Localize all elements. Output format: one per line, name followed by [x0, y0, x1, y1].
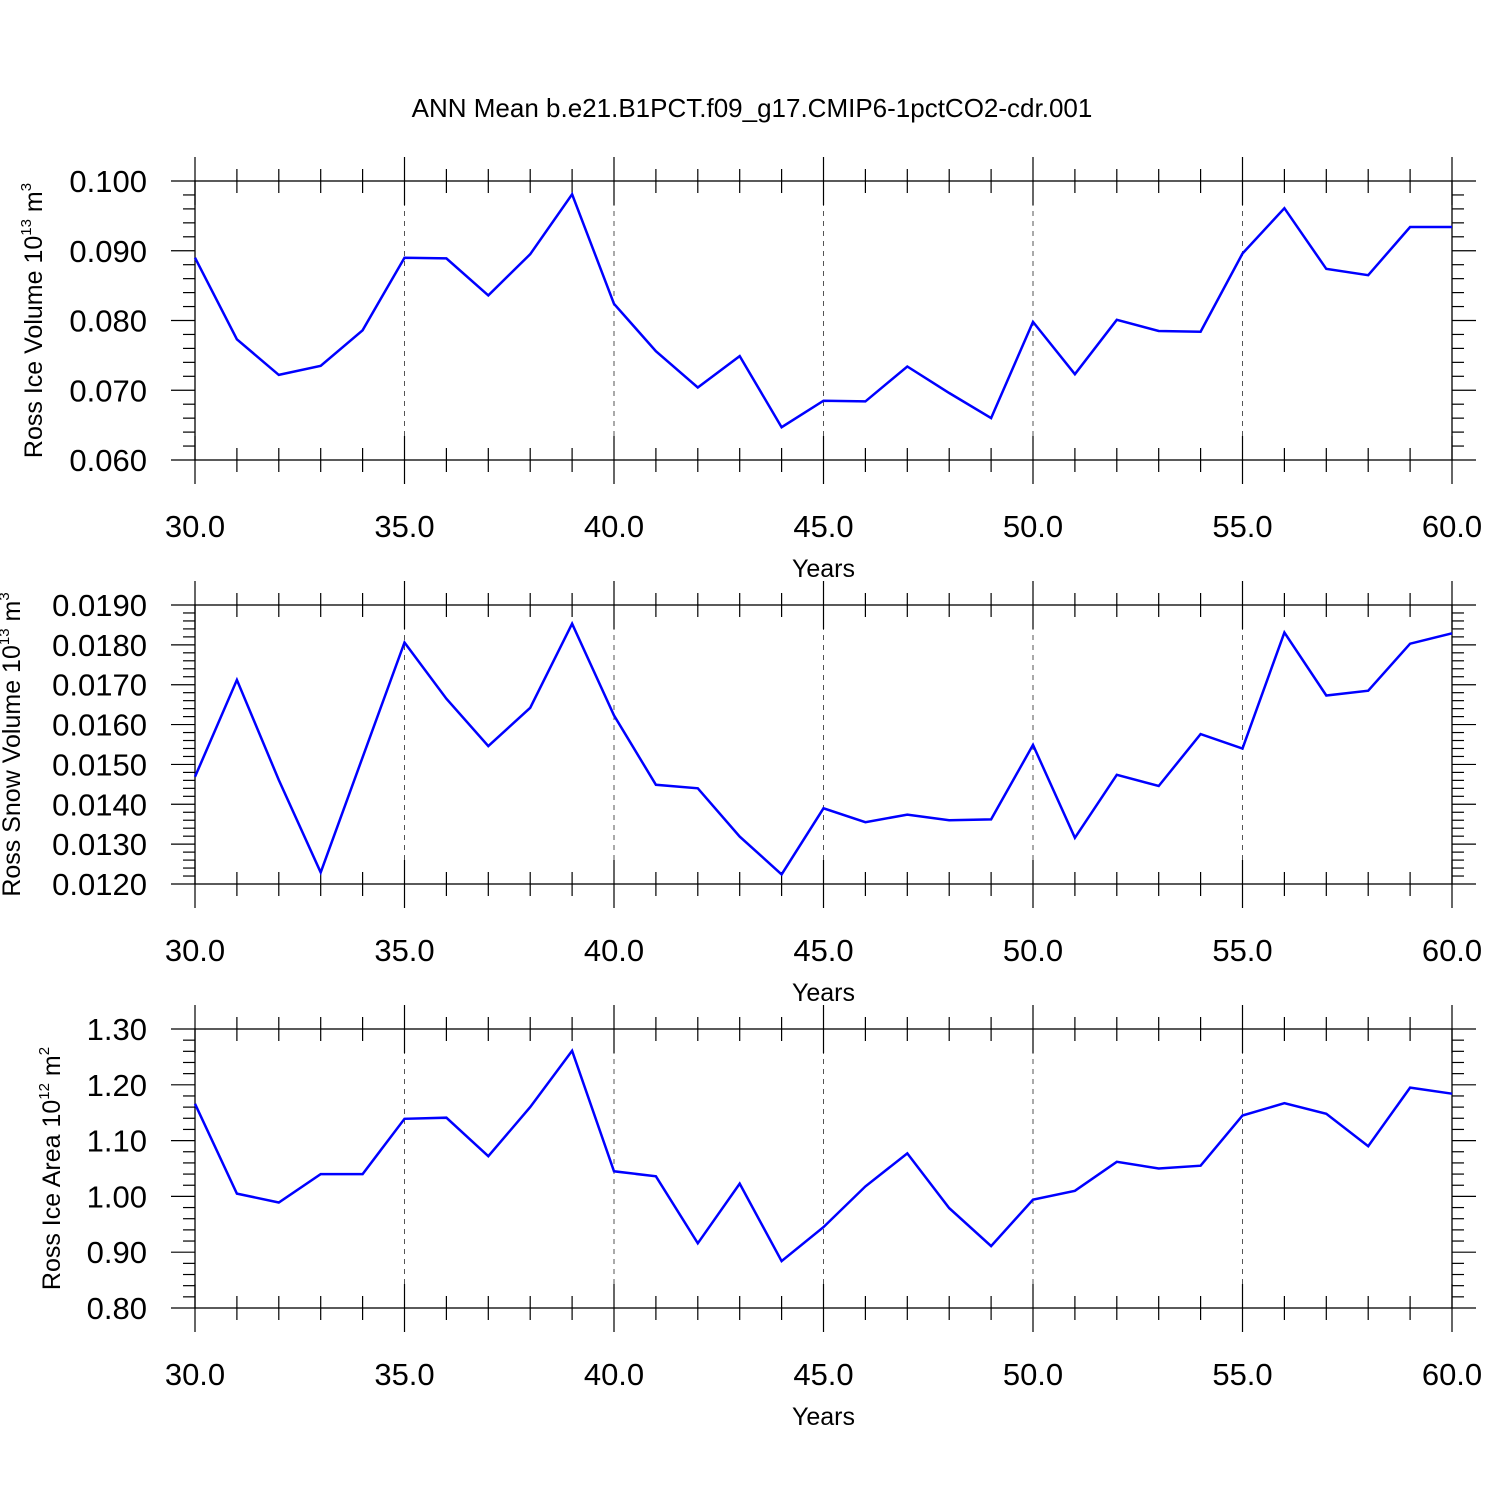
y-tick-label: 0.0160	[52, 708, 147, 743]
x-tick-label: 45.0	[793, 509, 853, 544]
y-tick-label: 0.090	[69, 234, 147, 269]
y-tick-label: 1.30	[87, 1012, 147, 1047]
x-tick-label: 60.0	[1422, 1357, 1482, 1392]
x-tick-label: 30.0	[165, 933, 225, 968]
x-tick-label: 35.0	[374, 933, 434, 968]
y-axis-title-text: Ross Snow Volume 10	[0, 645, 26, 897]
y-axis-title-exponent: 13	[18, 219, 35, 236]
x-tick-label: 35.0	[374, 509, 434, 544]
x-tick-label: 30.0	[165, 509, 225, 544]
series-line	[193, 1048, 1453, 1264]
y-tick-label: 1.00	[87, 1179, 147, 1214]
y-axis-title-text: Ross Ice Volume 10	[20, 236, 48, 458]
y-axis-title-unit: m	[20, 191, 48, 219]
x-tick-label: 40.0	[584, 509, 644, 544]
x-tick-label: 50.0	[1003, 1357, 1063, 1392]
y-tick-label: 0.80	[87, 1291, 147, 1326]
y-tick-label: 0.0120	[52, 867, 147, 902]
panel-3: 0.80 0.90 1.00 1.10 1.20 1.30 30.0 35.0 40.0 45.0…	[36, 1005, 1482, 1431]
y-axis-title-unit: m	[0, 601, 26, 629]
y-axis-title-unit-exponent: 3	[0, 592, 13, 600]
x-tick-label: 45.0	[793, 933, 853, 968]
y-axis-title-exponent: 13	[0, 628, 13, 645]
y-tick-label: 0.080	[69, 304, 147, 339]
y-tick-label: 0.0130	[52, 827, 147, 862]
y-tick-label: 0.060	[69, 443, 147, 478]
y-axis-title-unit-exponent: 3	[18, 183, 35, 191]
x-tick-label: 35.0	[374, 1357, 434, 1392]
y-tick-label: 0.0170	[52, 668, 147, 703]
x-tick-label: 55.0	[1212, 933, 1272, 968]
y-tick-label: 0.90	[87, 1235, 147, 1270]
x-tick-label: 55.0	[1212, 1357, 1272, 1392]
y-tick-label: 0.0140	[52, 787, 147, 822]
x-tick-label: 50.0	[1003, 509, 1063, 544]
x-tick-label: 40.0	[584, 933, 644, 968]
y-axis-title: Ross Ice Volume 1013 m3	[18, 183, 48, 458]
panel-1: 0.060 0.070 0.080 0.090 0.100 30.0 35.0 40.0 45.…	[18, 157, 1482, 583]
x-axis-title: Years	[792, 1403, 855, 1431]
chart-panels: 0.060 0.070 0.080 0.090 0.100 30.0 35.0 40.0 45.…	[0, 157, 1482, 1431]
x-tick-label: 45.0	[793, 1357, 853, 1392]
x-axis-title: Years	[792, 555, 855, 583]
x-tick-label: 30.0	[165, 1357, 225, 1392]
x-tick-label: 60.0	[1422, 933, 1482, 968]
chart-title: ANN Mean b.e21.B1PCT.f09_g17.CMIP6-1pctC…	[412, 93, 1093, 123]
x-tick-label: 60.0	[1422, 509, 1482, 544]
panel-2: 0.0120 0.0130 0.0140 0.0150 0.0160 0.0170 0.01…	[0, 581, 1482, 1007]
y-tick-label: 0.0180	[52, 628, 147, 663]
y-tick-label: 0.070	[69, 373, 147, 408]
x-tick-label: 50.0	[1003, 933, 1063, 968]
y-axis-title-unit: m	[38, 1055, 66, 1083]
series-line	[193, 191, 1452, 429]
series-line	[193, 620, 1453, 877]
y-tick-label: 0.0190	[52, 588, 147, 623]
y-axis-title: Ross Ice Area 1012 m2	[36, 1047, 66, 1290]
x-tick-label: 40.0	[584, 1357, 644, 1392]
y-tick-label: 0.100	[69, 164, 147, 199]
y-axis-title-unit-exponent: 2	[36, 1047, 53, 1055]
y-tick-label: 0.0150	[52, 747, 147, 782]
y-tick-label: 1.10	[87, 1124, 147, 1159]
y-axis-title: Ross Snow Volume 1013 m3	[0, 592, 26, 896]
x-axis-title: Years	[792, 979, 855, 1007]
y-tick-label: 1.20	[87, 1068, 147, 1103]
x-tick-label: 55.0	[1212, 509, 1272, 544]
y-axis-title-text: Ross Ice Area 10	[38, 1100, 66, 1290]
y-axis-title-exponent: 12	[36, 1083, 53, 1100]
